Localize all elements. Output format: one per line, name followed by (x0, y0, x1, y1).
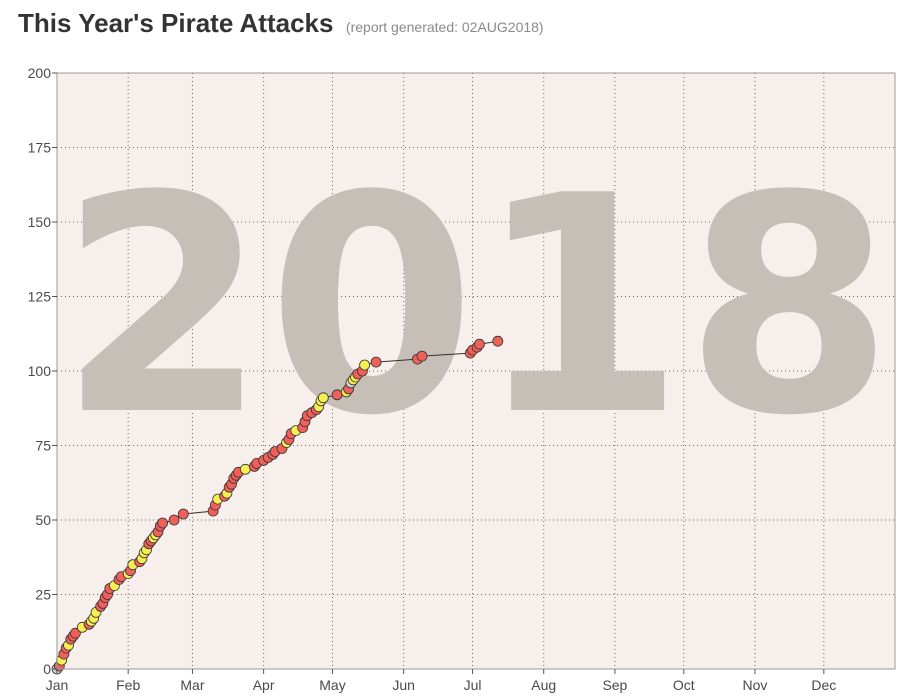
y-tick-label: 200 (28, 65, 52, 81)
chart-title: This Year's Pirate Attacks (18, 8, 334, 38)
y-tick-label: 75 (35, 438, 51, 454)
x-tick-label: Aug (531, 677, 556, 693)
y-axis-ticks: 0 25 50 75 100 125 150 175 200 (28, 65, 57, 677)
y-tick-label: 150 (28, 214, 52, 230)
attack-point (492, 335, 504, 347)
attack-point (239, 463, 251, 475)
x-tick-label: Dec (811, 677, 836, 693)
x-tick-label: Jul (464, 677, 482, 693)
year-watermark: 2018 (59, 132, 894, 481)
attack-point (168, 514, 180, 526)
x-tick-label: Oct (673, 677, 695, 693)
x-tick-label: Nov (742, 677, 767, 693)
y-tick-label: 0 (43, 661, 51, 677)
attack-point (473, 338, 485, 350)
y-tick-label: 25 (35, 587, 51, 603)
x-tick-label: Mar (180, 677, 204, 693)
attack-point (70, 627, 81, 639)
attack-point (359, 359, 371, 371)
attack-point (416, 350, 428, 362)
attack-point (370, 356, 382, 368)
attack-point (331, 389, 343, 401)
y-tick-label: 125 (28, 289, 52, 305)
y-tick-label: 50 (35, 512, 51, 528)
attack-point (177, 508, 189, 520)
x-tick-label: Jan (46, 677, 69, 693)
x-tick-label: May (319, 677, 345, 693)
attack-point (317, 392, 329, 404)
x-tick-label: Jun (392, 677, 415, 693)
x-tick-label: Feb (116, 677, 140, 693)
chart-header: This Year's Pirate Attacks (report gener… (18, 8, 544, 39)
x-tick-label: Apr (253, 677, 275, 693)
attack-point (157, 517, 169, 529)
y-tick-label: 100 (28, 363, 52, 379)
y-tick-label: 175 (28, 140, 52, 156)
report-generated-subtitle: (report generated: 02AUG2018) (345, 19, 544, 35)
x-axis-ticks: Jan Feb Mar Apr May Jun Jul Aug Sep Oct Nov Dec (46, 669, 836, 693)
x-tick-label: Sep (602, 677, 627, 693)
